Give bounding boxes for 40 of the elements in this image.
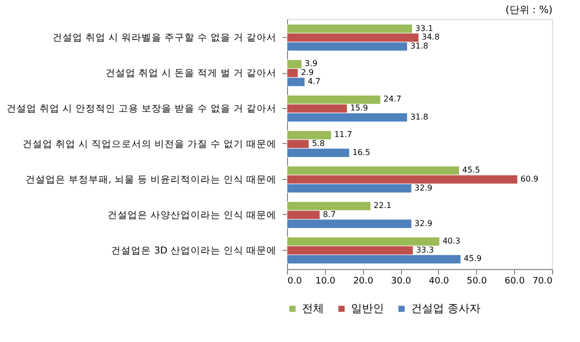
data-label: 3.9	[304, 59, 318, 68]
x-tick-label: 10.0	[315, 276, 336, 286]
y-tick-label: 건설업 취업 시 안정적인 고용 보장을 받을 수 없을 거 같아서	[6, 104, 276, 115]
x-tick-label: 70.0	[532, 276, 553, 286]
y-tick-label: 건설업은 3D 산업이라는 인식 때문에	[111, 245, 276, 256]
y-tick-label: 건설업 취업 시 직업으로서의 비전을 가질 수 없기 때문에	[22, 139, 276, 150]
data-label: 33.1	[415, 24, 434, 33]
data-label: 11.7	[334, 130, 352, 140]
data-label: 22.1	[374, 201, 392, 210]
data-label: 31.8	[410, 41, 428, 50]
y-tick-label: 건설업은 사양산업이라는 인식 때문에	[107, 210, 276, 221]
data-label: 32.9	[414, 183, 432, 192]
y-tick-label: 건설업 취업 시 워라벨을 주구할 수 없을 거 같아서	[52, 32, 276, 44]
x-tick-label: 60.0	[504, 276, 525, 286]
data-label: 16.5	[352, 148, 370, 157]
text: (단위 : %)	[505, 5, 553, 16]
data-label: 8.7	[322, 210, 336, 219]
data-label: 45.5	[462, 166, 480, 175]
y-tick-label: 건설업은 부정부패, 뇌물 등 비윤리적이라는 인식 때문에	[25, 174, 276, 186]
legend-label: 건설업 종사자	[411, 302, 480, 315]
x-tick-label: 40.0	[428, 276, 450, 286]
x-tick-label: 20.0	[353, 276, 374, 286]
x-tick-label: 50.0	[466, 276, 488, 286]
data-label: 33.3	[416, 245, 434, 254]
data-label: 45.9	[464, 254, 482, 264]
data-label: 40.3	[442, 236, 460, 246]
data-label: 15.9	[350, 104, 368, 113]
data-label: 31.8	[410, 112, 428, 122]
y-tick-label: 건설업 취업 시 돈을 적게 벌 거 같아서	[105, 68, 276, 80]
legend-label: 전체	[302, 302, 324, 315]
data-label: 24.7	[384, 94, 402, 104]
legend-label: 일반인	[351, 302, 384, 315]
data-label: 2.9	[300, 68, 314, 78]
data-label: 32.9	[414, 218, 432, 228]
x-tick-label: 0.0	[288, 276, 302, 286]
data-label: 4.7	[308, 76, 321, 86]
data-label: 60.9	[520, 174, 538, 184]
data-label: 5.8	[312, 139, 325, 148]
data-label: 34.8	[422, 32, 440, 42]
x-tick-label: 30.0	[391, 276, 412, 286]
